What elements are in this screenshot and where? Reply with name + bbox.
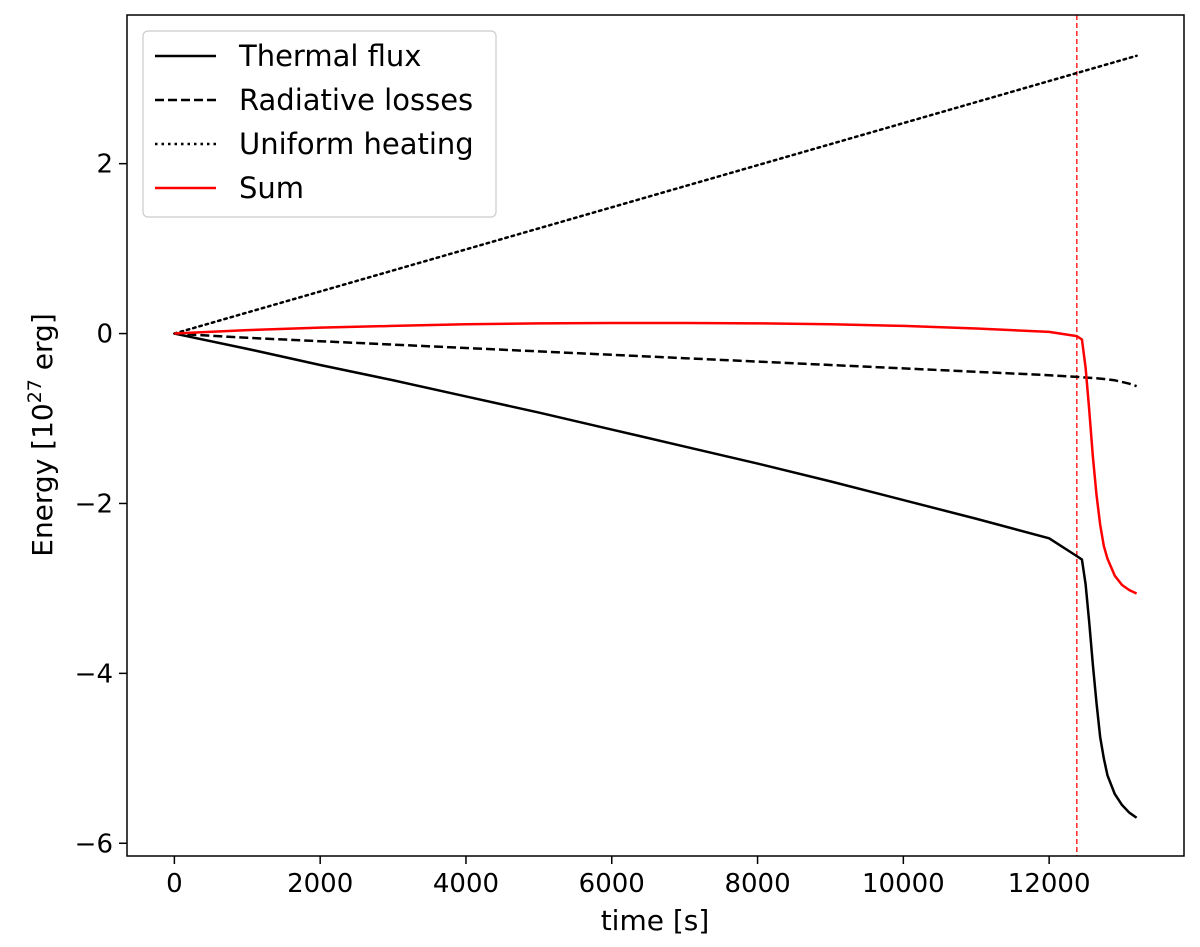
- x-tick-label: 6000: [579, 869, 645, 899]
- y-axis-label-unit: erg]: [26, 313, 59, 379]
- series-line-radiative-losses: [174, 332, 1138, 388]
- x-tick-label: 8000: [724, 869, 790, 899]
- series-line-sum: [174, 321, 1138, 595]
- y-axis-label: Energy [1027 erg]: [24, 313, 59, 557]
- legend-label-uniform-heating: Uniform heating: [239, 127, 474, 161]
- y-axis-ticks: −6 −4 −2 0 2: [75, 150, 127, 859]
- plot-frame: [126, 14, 1185, 857]
- y-tick-label: −6: [75, 829, 113, 859]
- x-tick-label: 2000: [287, 869, 353, 899]
- x-axis-label: time [s]: [601, 904, 710, 937]
- legend: Thermal flux Radiative losses Uniform he…: [142, 30, 497, 218]
- series-layer: [173, 54, 1138, 819]
- y-tick-label: −2: [75, 489, 113, 519]
- x-tick-label: 4000: [433, 869, 499, 899]
- x-tick-label: 12000: [1008, 869, 1091, 899]
- legend-label-sum: Sum: [239, 171, 304, 205]
- y-axis-label-superscript: 27: [24, 379, 46, 403]
- y-tick-label: 0: [96, 320, 113, 350]
- y-tick-label: −4: [75, 659, 113, 689]
- series-line-thermal-flux: [174, 332, 1138, 819]
- series-line-uniform-heating: [173, 54, 1138, 335]
- x-tick-label: 10000: [862, 869, 945, 899]
- x-axis-ticks: 0 2000 4000 6000 8000 10000 12000: [166, 856, 1091, 899]
- legend-label-radiative-losses: Radiative losses: [239, 83, 473, 117]
- y-tick-label: 2: [96, 150, 113, 180]
- x-tick-label: 0: [166, 869, 183, 899]
- y-axis-label-main: Energy [10: [26, 403, 59, 556]
- legend-label-thermal-flux: Thermal flux: [238, 39, 421, 73]
- legend-box: [142, 30, 497, 218]
